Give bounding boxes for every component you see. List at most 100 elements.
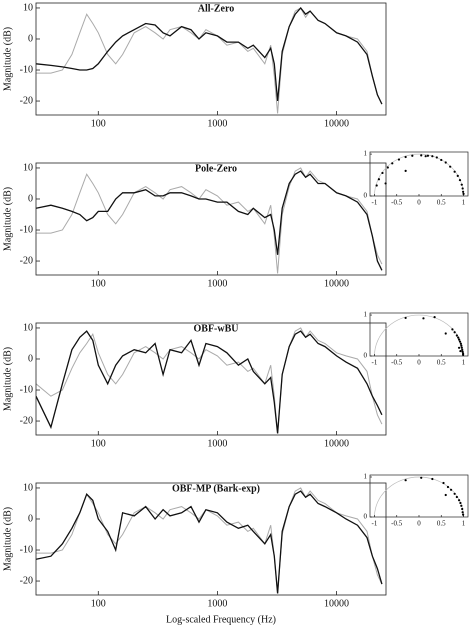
pole-point (404, 479, 407, 482)
axes-frame (35, 2, 387, 116)
x-tick-label: 100 (91, 118, 106, 129)
unit-circle (374, 476, 464, 518)
x-tick-label: 1000 (207, 278, 227, 289)
pole-point (460, 504, 463, 507)
pole-point (459, 501, 462, 505)
pole-point (420, 154, 423, 157)
series-line (36, 170, 383, 271)
pole-point (460, 344, 463, 347)
pole-point (461, 507, 464, 511)
series-line (36, 490, 383, 594)
axes-frame (35, 482, 387, 596)
pole-point (435, 156, 438, 159)
series-line (36, 6, 383, 105)
y-axis-label: Magnitude (dB) (2, 187, 13, 251)
axes-frame (35, 322, 387, 436)
x-tick-label: 100 (91, 598, 106, 609)
x-tick-label: 100 (91, 438, 106, 449)
pole-point (453, 492, 456, 495)
pole-point (457, 338, 461, 341)
y-tick-label: 1 (364, 311, 368, 319)
pole-point (458, 340, 462, 343)
pole-point (460, 346, 463, 349)
pole-point (456, 174, 459, 177)
y-tick-label: 1 (364, 150, 368, 158)
y-tick-label: 0 (28, 193, 33, 204)
pole-point (442, 481, 445, 485)
x-tick-label: 0.5 (437, 359, 446, 367)
pole-point (457, 336, 460, 339)
pole-point (384, 182, 387, 185)
pole-point (440, 158, 443, 162)
x-tick-label: -1 (372, 359, 378, 367)
x-tick-label: 10000 (324, 278, 349, 289)
x-tick-label: 0 (417, 520, 421, 528)
pole-point (461, 187, 464, 190)
inset-frame (369, 474, 469, 518)
pole-point (377, 178, 381, 181)
pole-point (453, 331, 456, 334)
x-tick-label: 1 (462, 199, 466, 207)
pole-point (444, 332, 447, 335)
pole-point (420, 476, 423, 479)
x-tick-label: -1 (372, 520, 378, 528)
y-tick-label: 10 (23, 162, 33, 173)
pole-point (404, 169, 407, 172)
pole-point (455, 495, 458, 499)
y-tick-label: 0 (28, 353, 33, 364)
x-tick-label: -0.5 (391, 199, 403, 207)
pole-point (453, 170, 456, 173)
y-axis-label: Magnitude (dB) (2, 27, 13, 91)
pole-point (375, 184, 378, 187)
x-tick-label: 0.5 (437, 520, 446, 528)
x-tick-label: 1 (462, 359, 466, 367)
pole-point (381, 171, 384, 175)
x-tick-label: 1000 (207, 598, 227, 609)
pole-point (461, 511, 464, 514)
y-tick-label: 0 (28, 33, 33, 44)
pole-point (397, 158, 401, 161)
y-tick-label: 0 (28, 513, 33, 524)
x-tick-label: 10000 (324, 118, 349, 129)
y-tick-label: -20 (20, 575, 33, 586)
y-tick-label: 0 (364, 352, 368, 360)
y-tick-label: -10 (20, 64, 33, 75)
y-tick-label: 10 (23, 482, 33, 493)
x-tick-label: 0.5 (437, 199, 446, 207)
pole-point (391, 162, 394, 165)
y-tick-label: 0 (364, 192, 368, 200)
pole-point (444, 161, 447, 164)
x-tick-label: -0.5 (391, 520, 403, 528)
axes-frame (35, 162, 387, 276)
x-tick-label: 100 (91, 278, 106, 289)
pole-point (411, 154, 414, 157)
x-tick-label: 1 (462, 520, 466, 528)
series-line (36, 330, 383, 434)
x-tick-label: 0 (417, 359, 421, 367)
y-axis-label: Magnitude (dB) (2, 507, 13, 571)
pole-point (431, 155, 434, 158)
x-tick-label: 0 (417, 199, 421, 207)
inset-frame (369, 151, 469, 197)
pole-point (449, 165, 452, 168)
pole-point (462, 192, 465, 196)
pole-point (458, 178, 462, 182)
pole-point (457, 499, 461, 502)
pole-point (459, 349, 462, 353)
pole-point (455, 334, 458, 337)
x-tick-label: 10000 (324, 598, 349, 609)
pole-point (462, 190, 465, 193)
panel-title: OBF-wBU (194, 323, 239, 334)
x-tick-label: -1 (372, 199, 378, 207)
pole-point (451, 328, 454, 331)
series-line (36, 7, 383, 114)
inset-frame (369, 312, 469, 357)
y-tick-label: 10 (23, 322, 33, 333)
y-tick-label: -20 (20, 95, 33, 106)
pole-point (449, 488, 453, 491)
y-tick-label: -10 (20, 224, 33, 235)
unit-circle (374, 314, 464, 357)
pole-point (386, 166, 389, 169)
x-tick-label: 1000 (207, 438, 227, 449)
